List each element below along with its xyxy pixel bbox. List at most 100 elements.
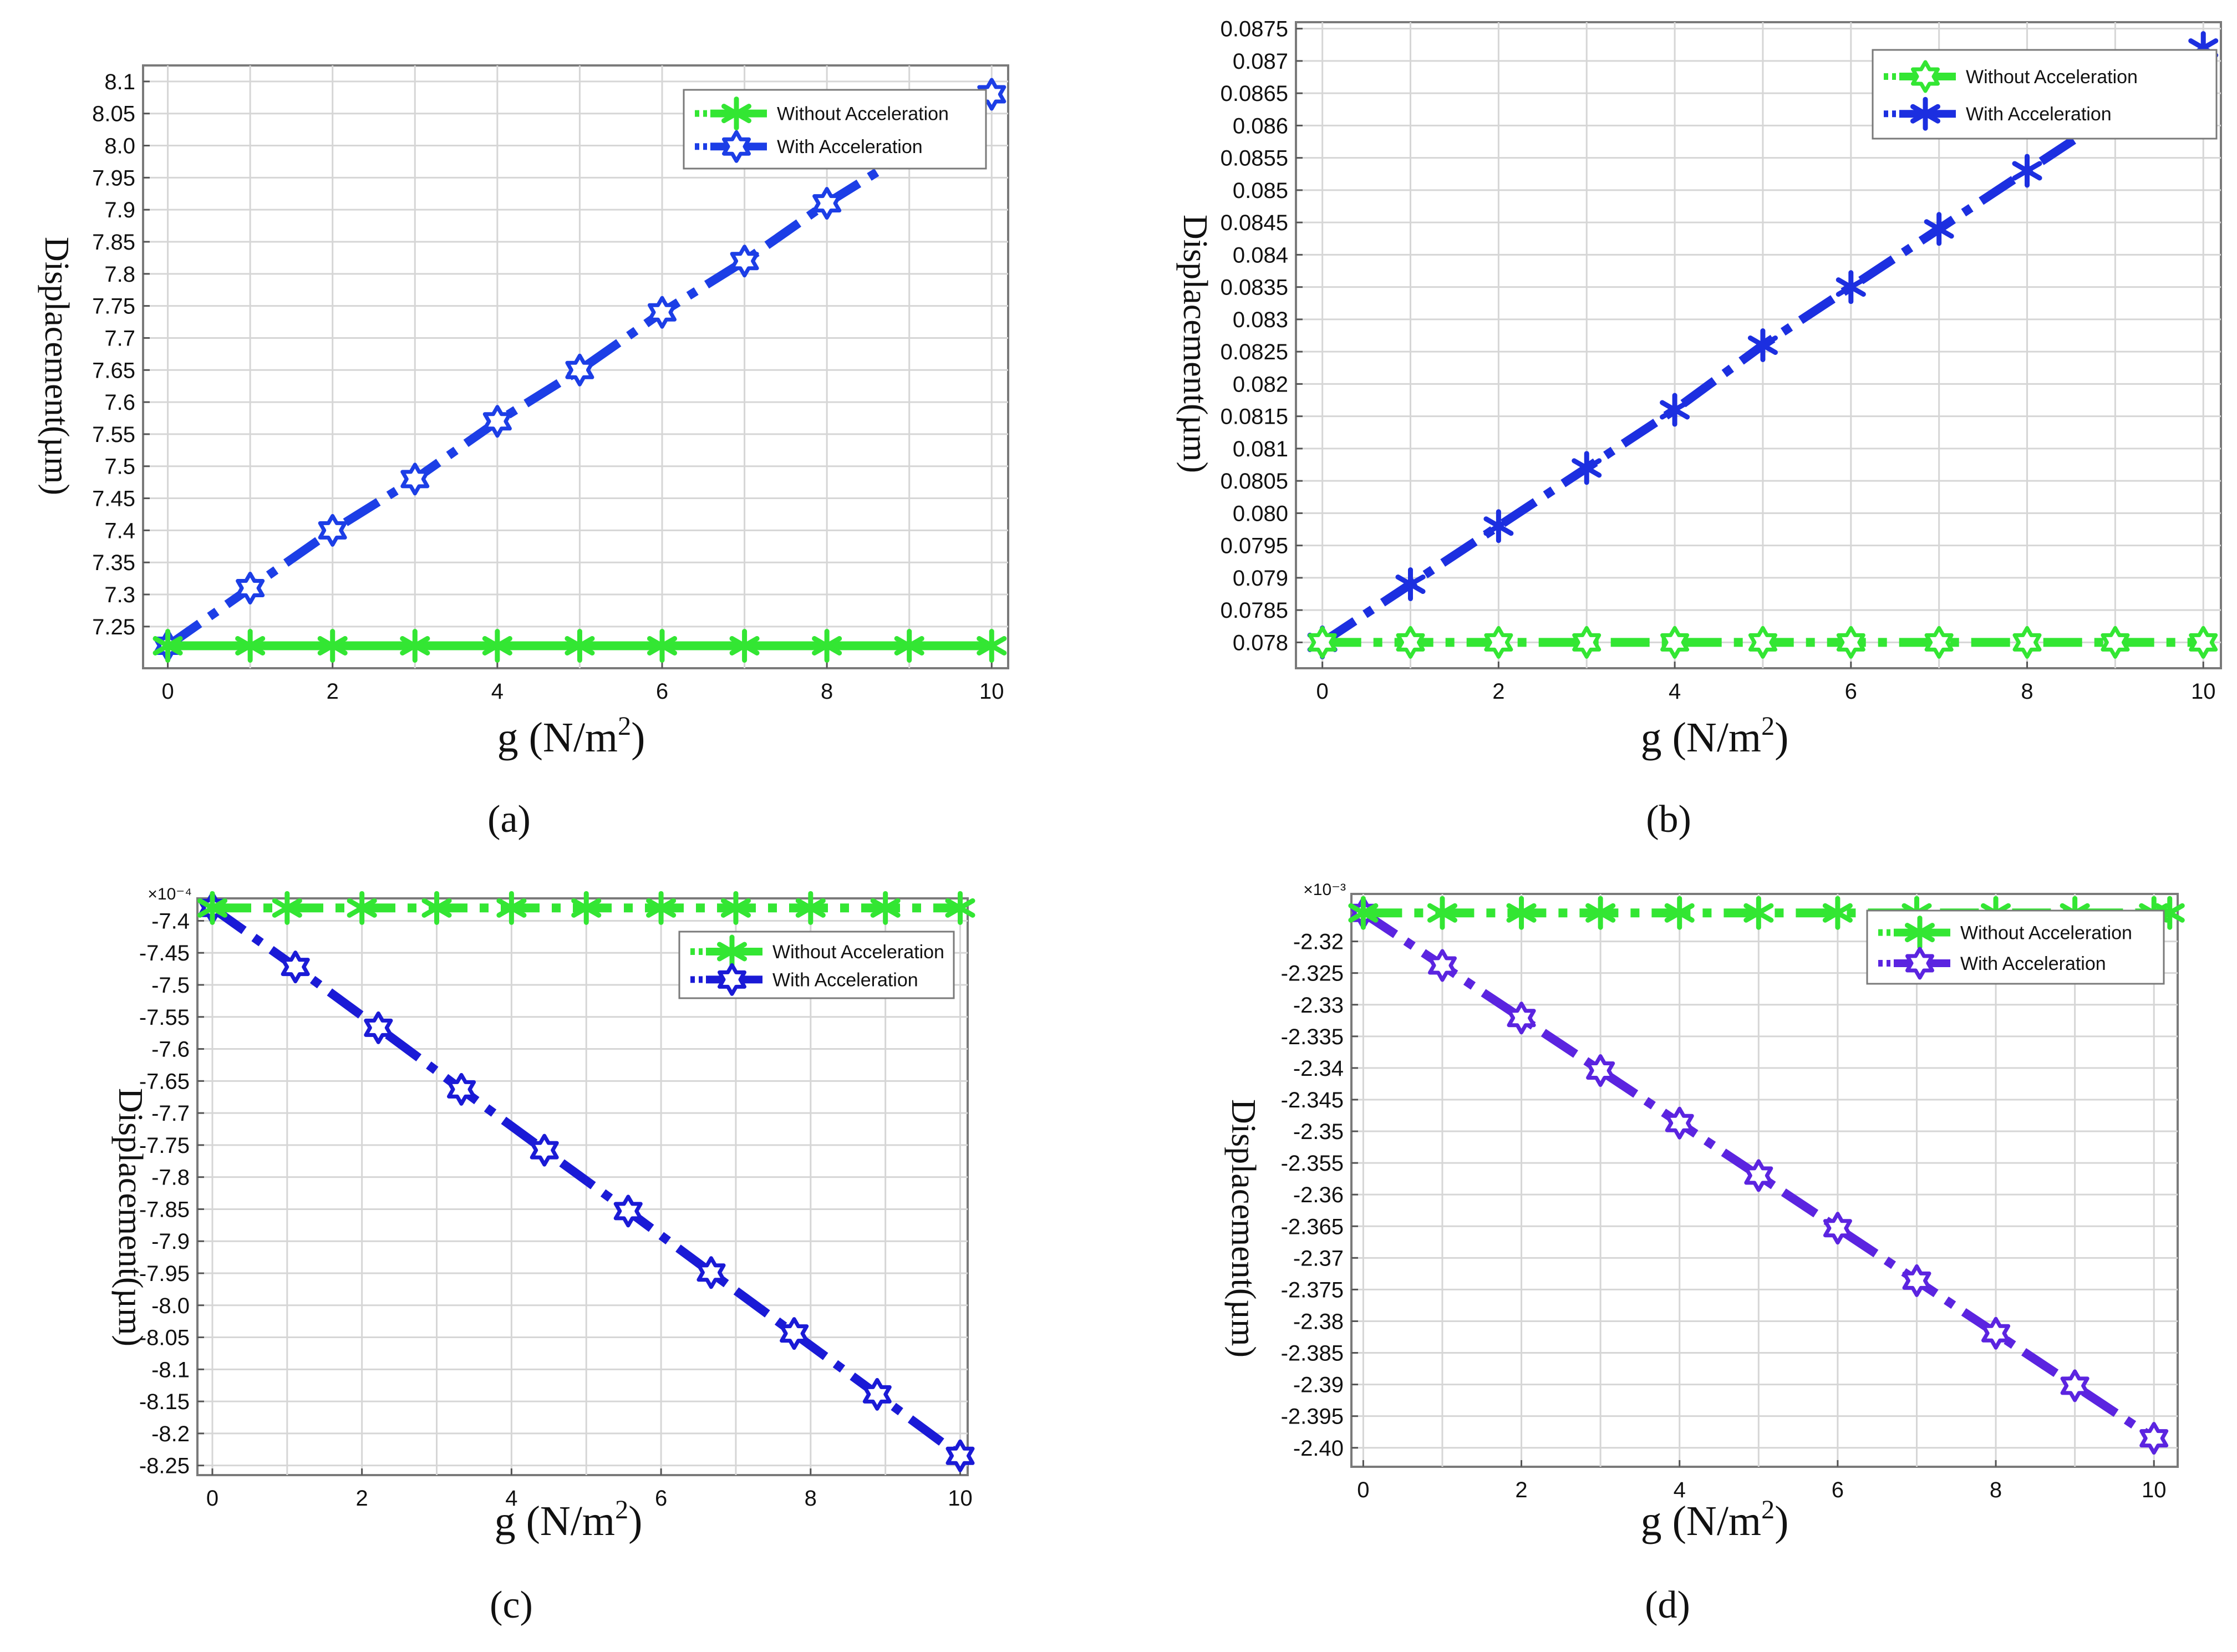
data-point-0: [482, 629, 512, 663]
x-tick-label: 6: [1845, 679, 1857, 704]
x-axis-label-sup: 2: [618, 711, 631, 741]
y-tick-label: -8.0: [151, 1294, 190, 1318]
y-axis-label: Displacement(µm): [38, 237, 75, 495]
x-axis-label-sup: 2: [1761, 1495, 1775, 1524]
y-tick-label: 7.45: [92, 487, 135, 511]
data-point-0: [977, 629, 1007, 663]
x-tick-label: 0: [1316, 679, 1329, 704]
y-axis-label: Displacement(µm): [111, 1088, 149, 1346]
x-tick-label: 2: [1492, 679, 1504, 704]
y-axis-label: Displacement(µm): [1176, 215, 1214, 473]
data-point-1: [447, 1072, 476, 1106]
data-point-0: [729, 629, 760, 663]
data-point-0: [571, 891, 602, 925]
data-point-1: [812, 187, 842, 220]
data-point-0: [2101, 626, 2130, 659]
y-tick-label: 0.0815: [1221, 405, 1288, 429]
y-tick-label: -2.335: [1281, 1025, 1344, 1049]
legend-entry-label: Without Acceleration: [1966, 67, 2138, 88]
data-point-0: [1836, 626, 1865, 659]
x-tick-label: 6: [655, 1486, 667, 1511]
panel-caption: (d): [1645, 1584, 1690, 1626]
x-tick-label: 8: [2021, 679, 2033, 704]
data-point-1: [1823, 1212, 1852, 1245]
chart-svg-c: 0 2 4 6 8 10 -7.4 -7.45 -7.5 -7.55 -7.6 -7.65 -7.7 -7…: [111, 885, 975, 1626]
x-axis-label-end: ): [628, 1498, 642, 1544]
data-point-1: [2060, 1369, 2089, 1402]
x-tick-label: 6: [656, 679, 668, 704]
y-tick-label: 0.083: [1233, 308, 1288, 332]
data-point-1: [1744, 1159, 1773, 1192]
data-point-0: [1660, 626, 1690, 659]
x-tick-label: 6: [1832, 1478, 1844, 1502]
series-line-1: [210, 904, 963, 1460]
y-tick-label: -2.365: [1281, 1214, 1344, 1239]
x-axis-label: g (N/m2): [495, 1495, 643, 1544]
panel-caption: (c): [490, 1584, 533, 1626]
data-point-0: [1427, 896, 1457, 930]
y-tick-label: 0.0825: [1221, 340, 1288, 364]
y-tick-label: 0.0835: [1221, 276, 1288, 300]
data-point-0: [720, 891, 751, 925]
data-point-1: [1507, 1002, 1536, 1035]
data-point-0: [1822, 896, 1853, 930]
y-tick-label: -7.45: [139, 941, 190, 965]
y-tick-label: -7.5: [151, 973, 190, 998]
x-tick-label: 2: [356, 1486, 368, 1511]
y-tick-label: 0.086: [1233, 114, 1288, 138]
legend-swatch-marker: [716, 934, 748, 969]
x-tick-label: 2: [1515, 1478, 1527, 1502]
legend-swatch-marker: [1910, 96, 1941, 131]
x-tick-label: 4: [1674, 1478, 1686, 1502]
data-point-0: [272, 891, 302, 925]
data-point-0: [197, 891, 227, 925]
chart-svg-d: 0 2 4 6 8 10 -2.32 -2.325 -2.33 -2.335 -2.34 -2.345…: [1224, 881, 2185, 1626]
x-axis-label-end: ): [1775, 714, 1788, 761]
y-tick-label: -2.345: [1281, 1088, 1344, 1112]
data-point-1: [1660, 393, 1690, 427]
data-point-0: [1748, 626, 1777, 659]
chart-panel-a: 0 2 4 6 8 10 7.25 7.3 7.35 7.4 7.45 7.5 7.55 7.6 7.65 7…: [0, 0, 1118, 865]
x-axis-label: g (N/m2): [497, 711, 645, 761]
y-tick-label: -2.33: [1293, 993, 1344, 1018]
legend-entry-label: Without Acceleration: [1960, 923, 2132, 944]
y-tick-label: 0.0845: [1221, 211, 1288, 235]
y-tick-label: -7.65: [139, 1069, 190, 1094]
y-tick-label: -7.6: [151, 1038, 190, 1062]
y-tick-label: 0.0805: [1221, 469, 1288, 494]
data-point-1: [236, 572, 265, 604]
data-point-1: [1747, 328, 1778, 362]
y-tick-label: -2.325: [1281, 962, 1344, 986]
data-point-0: [317, 629, 348, 663]
data-point-1: [945, 1439, 975, 1472]
x-tick-label: 8: [1990, 1478, 2002, 1502]
y-tick-label: 7.85: [92, 230, 135, 255]
y-tick-label: -2.38: [1293, 1309, 1344, 1334]
legend-entry-label: With Acceleration: [1966, 104, 2112, 125]
y-tick-label: 0.0855: [1221, 146, 1288, 171]
y-tick-label: -8.2: [151, 1422, 190, 1446]
y-tick-label: -2.385: [1281, 1341, 1344, 1366]
x-tick-label: 8: [805, 1486, 817, 1511]
data-point-1: [530, 1133, 559, 1167]
x-tick-label: 10: [2191, 679, 2216, 704]
y-tick-label: 8.0: [104, 134, 135, 159]
y-tick-label: 7.9: [104, 198, 135, 222]
y-tick-label: -2.355: [1281, 1151, 1344, 1176]
y-tick-label: -7.55: [139, 1005, 190, 1030]
data-point-1: [318, 514, 347, 547]
data-point-0: [647, 629, 678, 663]
data-point-1: [613, 1194, 643, 1228]
data-point-0: [565, 629, 595, 663]
data-point-0: [1572, 626, 1602, 659]
data-point-0: [1308, 626, 1337, 659]
y-tick-label: 0.0785: [1221, 598, 1288, 623]
data-point-1: [1395, 567, 1426, 602]
data-point-0: [646, 891, 677, 925]
y-tick-label: -7.95: [139, 1262, 190, 1286]
data-point-0: [1348, 896, 1379, 930]
data-point-1: [1665, 1106, 1694, 1140]
y-tick-label: 7.75: [92, 294, 135, 319]
data-point-1: [482, 405, 512, 438]
y-tick-label: -8.1: [151, 1358, 190, 1382]
